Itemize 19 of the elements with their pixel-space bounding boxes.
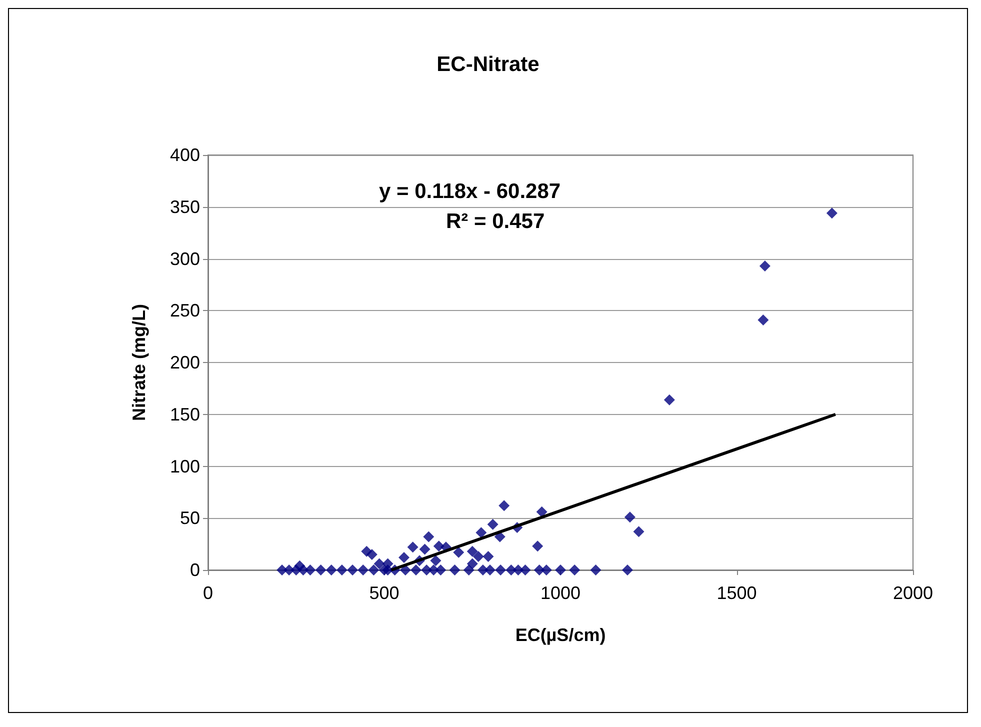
y-tick-label: 400 xyxy=(170,145,200,165)
y-tick-label: 0 xyxy=(190,560,200,580)
y-tick-label: 200 xyxy=(170,352,200,372)
x-tick-label: 1000 xyxy=(540,583,581,603)
y-axis-title: Nitrate (mg/L) xyxy=(129,304,149,421)
x-tick-label: 1500 xyxy=(716,583,757,603)
y-tick-label: 300 xyxy=(170,248,200,269)
x-tick-label: 0 xyxy=(202,583,214,603)
y-tick-label: 50 xyxy=(180,508,200,528)
chart-title: EC-Nitrate xyxy=(436,53,540,76)
y-tick-label: 150 xyxy=(170,404,200,424)
x-tick-label: 500 xyxy=(369,583,400,603)
annotation: R² = 0.457 xyxy=(446,210,545,233)
x-axis-title: EC(µS/cm) xyxy=(515,625,606,645)
y-tick-label: 250 xyxy=(170,300,200,321)
y-tick-label: 350 xyxy=(170,196,200,217)
annotation: y = 0.118x - 60.287 xyxy=(379,180,561,203)
y-tick-label: 100 xyxy=(170,456,200,476)
x-tick-label: 2000 xyxy=(892,583,934,603)
